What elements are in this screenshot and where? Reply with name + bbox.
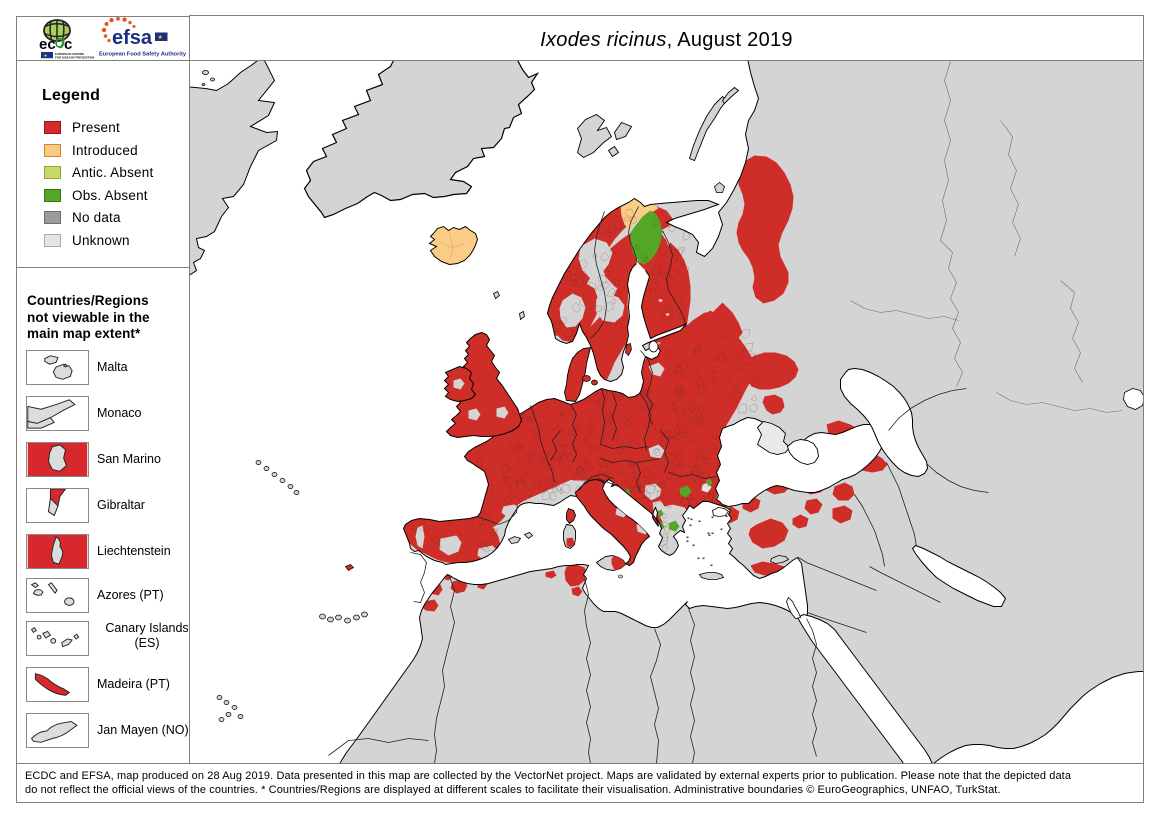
svg-text:efsa: efsa [112, 27, 153, 49]
svg-text:c: c [64, 36, 72, 53]
svg-text:★: ★ [44, 53, 49, 58]
svg-text:★: ★ [158, 34, 163, 41]
svg-text:EUROPEAN CENTRE: EUROPEAN CENTRE [55, 52, 84, 56]
svg-text:ec: ec [39, 36, 56, 53]
svg-text:FOR DISEASE PREVENTION: FOR DISEASE PREVENTION [55, 56, 94, 60]
svg-text:European Food Safety Authority: European Food Safety Authority [99, 52, 187, 58]
